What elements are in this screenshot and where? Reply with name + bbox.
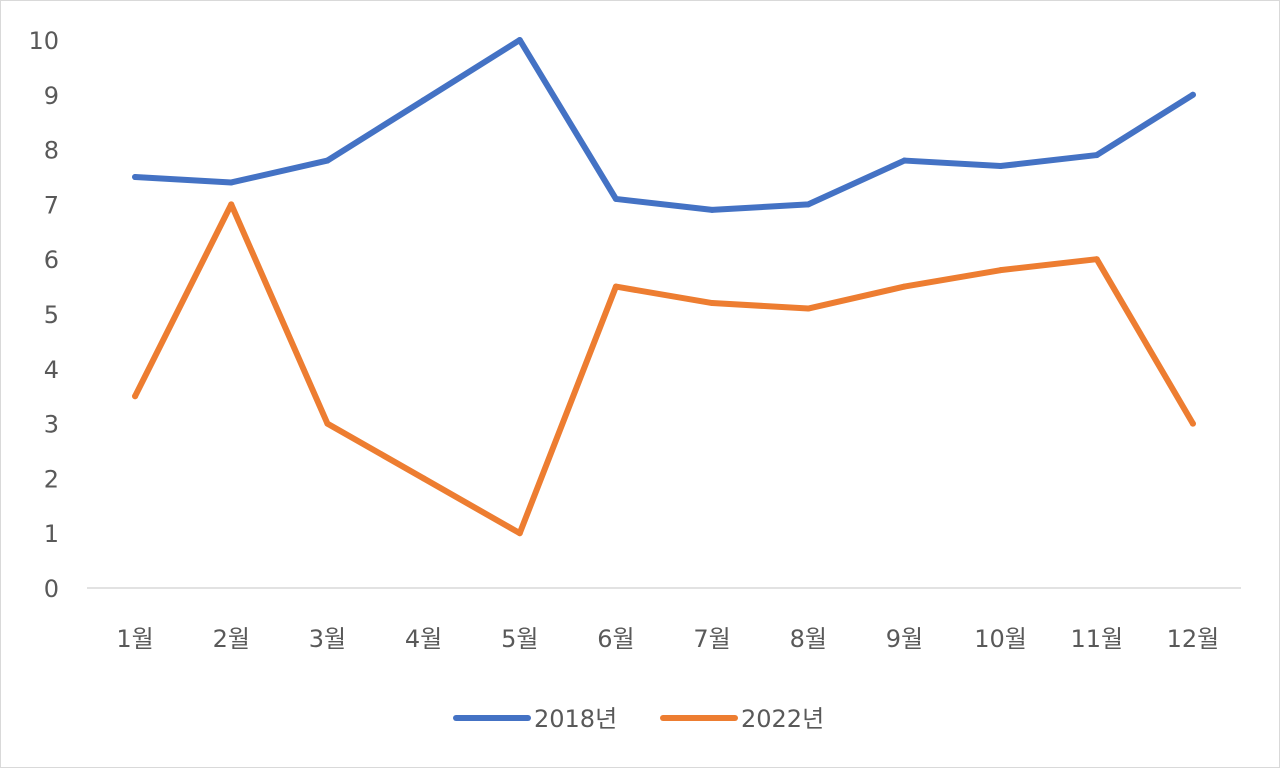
y-tick-label: 0: [44, 575, 59, 603]
y-tick-label: 3: [44, 411, 59, 439]
x-tick-label: 7월: [693, 625, 730, 653]
y-tick-label: 5: [44, 301, 59, 329]
data-point: [901, 283, 908, 290]
data-point: [805, 201, 812, 208]
data-point: [1093, 256, 1100, 263]
x-tick-label: 10월: [974, 625, 1027, 653]
series-layer: [132, 37, 1196, 537]
data-point: [516, 37, 523, 43]
x-tick-label: 2월: [213, 625, 250, 653]
data-point: [1189, 91, 1196, 98]
data-point: [228, 179, 235, 186]
data-point: [1189, 420, 1196, 427]
data-point: [901, 157, 908, 164]
x-axis-ticks: 1월 2월 3월 4월 5월 6월 7월 8월 9월 10월 11월 12월: [116, 625, 1219, 653]
data-point: [805, 305, 812, 312]
x-tick-label: 8월: [790, 625, 827, 653]
series-line-2: [132, 201, 1196, 537]
y-tick-label: 6: [44, 246, 59, 274]
data-point: [420, 97, 427, 104]
data-point: [228, 201, 235, 208]
y-tick-label: 1: [44, 520, 59, 548]
data-point: [997, 163, 1004, 170]
y-tick-label: 4: [44, 356, 59, 384]
data-point: [1093, 152, 1100, 159]
data-point: [324, 157, 331, 164]
x-tick-label: 5월: [501, 625, 538, 653]
y-tick-label: 7: [44, 191, 59, 219]
x-tick-label: 12월: [1167, 625, 1220, 653]
y-tick-label: 10: [28, 27, 59, 55]
x-tick-label: 11월: [1070, 625, 1123, 653]
data-point: [132, 393, 139, 400]
y-axis-ticks: 0 1 2 3 4 5 6 7 8 9 10: [28, 27, 59, 603]
y-tick-label: 9: [44, 82, 59, 110]
data-point: [324, 420, 331, 427]
x-tick-label: 1월: [116, 625, 153, 653]
data-point: [709, 300, 716, 307]
data-point: [612, 195, 619, 202]
legend: 2018년 2022년: [453, 705, 824, 733]
x-tick-label: 6월: [597, 625, 634, 653]
legend-label-1: 2018년: [534, 705, 617, 733]
x-tick-label: 3월: [309, 625, 346, 653]
data-point: [612, 283, 619, 290]
x-tick-label: 4월: [405, 625, 442, 653]
legend-label-2: 2022년: [741, 705, 824, 733]
y-tick-label: 8: [44, 137, 59, 165]
y-tick-label: 2: [44, 465, 59, 493]
series-line-1: [132, 37, 1196, 213]
data-point: [420, 475, 427, 482]
data-point: [709, 206, 716, 213]
x-tick-label: 9월: [886, 625, 923, 653]
data-point: [997, 267, 1004, 274]
data-point: [516, 530, 523, 537]
data-point: [132, 174, 139, 180]
